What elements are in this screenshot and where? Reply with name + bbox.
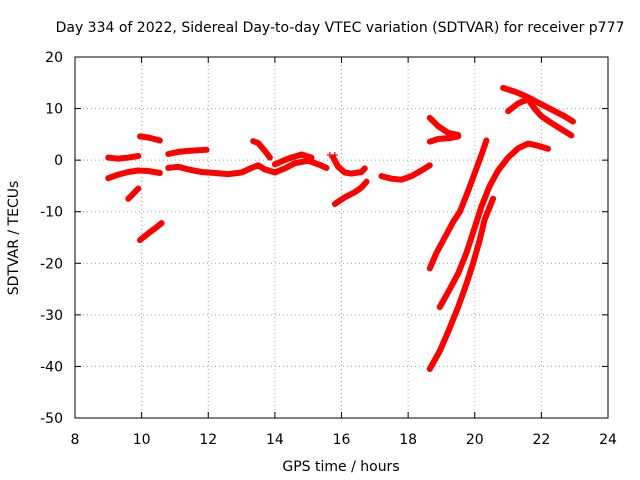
x-tick-label: 22 — [532, 432, 550, 448]
y-tick-label: 10 — [45, 102, 63, 118]
series-track-8 — [250, 138, 273, 161]
y-tick-label: 0 — [54, 153, 63, 169]
series-track-2 — [105, 167, 163, 182]
series-track-12 — [378, 162, 433, 183]
data-point — [331, 151, 338, 158]
series-track-17 — [426, 195, 497, 372]
data-series — [105, 84, 576, 372]
series-track-7 — [165, 157, 330, 178]
x-tick-label: 18 — [399, 432, 417, 448]
y-tick-label: 20 — [45, 50, 63, 66]
x-tick-label: 24 — [599, 432, 617, 448]
x-tick-label: 8 — [71, 432, 80, 448]
series-track-4 — [137, 133, 163, 144]
series-track-15 — [426, 137, 490, 272]
x-tick-label: 20 — [466, 432, 484, 448]
series-track-5 — [137, 220, 165, 244]
series-track-3 — [125, 185, 142, 202]
y-tick-label: -20 — [40, 256, 63, 272]
axis-ticks: 8 10 12 14 16 18 20 22 24 -50 -40 -30 -20 -10 0 10 20 — [40, 50, 617, 448]
x-tick-label: 16 — [333, 432, 351, 448]
chart-title: Day 334 of 2022, Sidereal Day-to-day VTE… — [56, 20, 625, 36]
x-tick-label: 10 — [133, 432, 151, 448]
y-tick-label: -40 — [40, 359, 63, 375]
series-track-18 — [500, 84, 576, 125]
series-track-19 — [505, 96, 575, 139]
series-track-16 — [436, 140, 551, 311]
x-tick-label: 12 — [199, 432, 217, 448]
y-axis-label: SDTVAR / TECUs — [6, 181, 22, 296]
x-tick-label: 14 — [266, 432, 284, 448]
series-track-6 — [165, 146, 210, 157]
x-axis-label: GPS time / hours — [282, 459, 399, 475]
series-track-9 — [271, 151, 315, 168]
series-track-11 — [331, 178, 370, 207]
y-tick-label: -30 — [40, 308, 63, 324]
series-track-13 — [426, 114, 462, 138]
series-track-1 — [105, 153, 142, 162]
series-track-10 — [330, 154, 368, 177]
series-track-14 — [426, 133, 462, 145]
grid — [75, 57, 608, 418]
y-tick-label: -10 — [40, 205, 63, 221]
y-tick-label: -50 — [40, 411, 63, 427]
